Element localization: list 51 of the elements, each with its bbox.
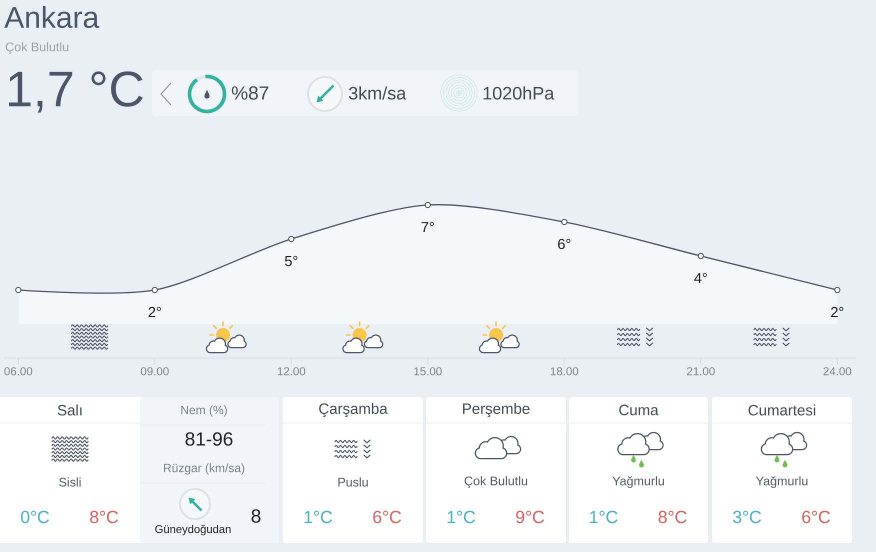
text: 1°C <box>448 510 476 524</box>
data-label: 7° <box>422 222 434 232</box>
data-label: 4° <box>694 272 707 284</box>
point <box>424 202 431 208</box>
text: Puslu <box>338 477 368 487</box>
text: 3km/sa <box>348 86 406 100</box>
text: Rüzgar (km/sa) <box>164 463 244 475</box>
text: Sisli <box>59 477 81 487</box>
text: Cumartesi <box>748 404 816 416</box>
text: Cuma <box>619 404 659 416</box>
text: 3°C <box>732 510 762 524</box>
point <box>152 286 158 294</box>
text: Salı <box>58 404 82 416</box>
x-tick-label: 18.00 <box>550 367 578 376</box>
x-tick-label: 06.00 <box>4 367 32 376</box>
data-label: 2° <box>831 306 844 318</box>
text: 81-96 <box>186 432 232 446</box>
text: 1020hPa <box>484 86 554 100</box>
text: Çok Bulutlu <box>6 42 68 54</box>
data-label: 2° <box>148 306 161 318</box>
text: Perşembe <box>463 402 530 418</box>
text: 6°C <box>373 510 402 524</box>
data-label: 5° <box>284 256 298 266</box>
point <box>834 286 840 294</box>
point <box>561 218 568 226</box>
text: Çarşamba <box>319 402 388 418</box>
text: Güneydoğudan <box>155 524 231 536</box>
text: %87 <box>232 86 268 100</box>
text: 9°C <box>516 510 544 524</box>
x-tick-label: 21.00 <box>687 367 715 376</box>
text: 0°C <box>21 510 50 524</box>
point <box>15 286 22 294</box>
text: Nem (%) <box>181 405 227 417</box>
text: 8°C <box>658 510 687 524</box>
x-tick-label: 12.00 <box>278 367 306 376</box>
text: 8 <box>252 509 260 523</box>
text: 6°C <box>802 510 830 524</box>
text: 1°C <box>590 510 618 524</box>
text: Yağmurlu <box>756 476 808 488</box>
text: 8°C <box>90 510 118 524</box>
text: 1,7 °C <box>9 71 143 113</box>
point <box>698 252 704 260</box>
text: Yağmurlu <box>612 476 664 488</box>
data-label: 6° <box>558 238 570 250</box>
text: Çok Bulutlu <box>464 476 528 488</box>
point <box>288 236 294 242</box>
text: 1°C <box>304 510 332 524</box>
x-tick-label: 24.00 <box>824 367 852 376</box>
x-tick-label: 15.00 <box>414 367 442 376</box>
x-tick-label: 09.00 <box>140 367 169 376</box>
text: Ankara <box>4 6 100 28</box>
